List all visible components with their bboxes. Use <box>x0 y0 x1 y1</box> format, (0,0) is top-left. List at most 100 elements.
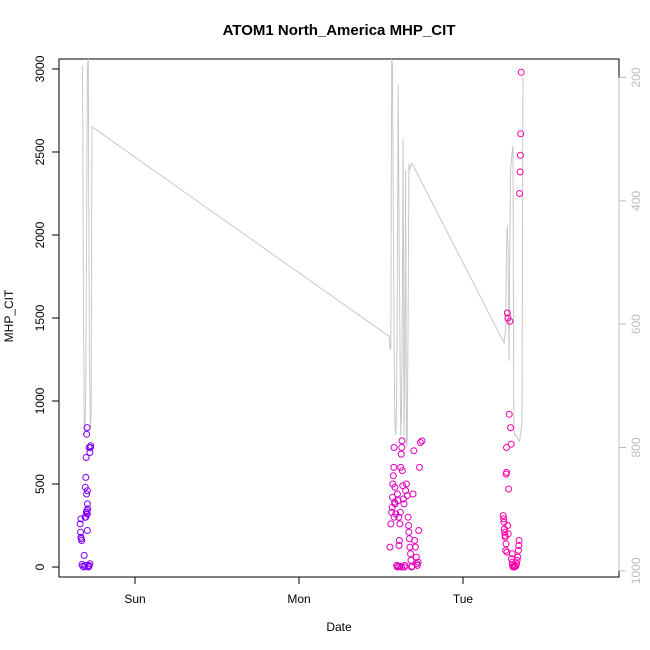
x-axis: Sun Mon Tue <box>124 576 473 606</box>
data-point <box>396 508 404 516</box>
data-point <box>80 551 88 559</box>
data-point <box>516 151 524 159</box>
data-point <box>503 444 510 451</box>
data-point <box>85 444 93 451</box>
data-point <box>390 444 398 451</box>
data-point <box>409 490 417 498</box>
data-point <box>516 168 524 176</box>
y-tick-label: 3000 <box>33 55 47 82</box>
data-point <box>395 513 403 521</box>
data-point <box>504 530 512 538</box>
data-point <box>397 463 405 471</box>
plot-box <box>58 58 620 578</box>
data-point <box>83 430 91 438</box>
data-point <box>507 424 515 432</box>
data-point <box>82 473 90 481</box>
y-axis: 0 500 1000 1500 2000 2500 3000 <box>33 55 60 570</box>
data-point <box>398 437 406 445</box>
y-tick-label: 2500 <box>33 138 47 165</box>
data-point <box>411 537 419 544</box>
data-point <box>501 528 509 536</box>
data-point <box>411 543 419 551</box>
data-point <box>398 444 406 451</box>
data-point <box>77 515 85 523</box>
data-point <box>517 68 525 76</box>
y2-tick-label: 1000 <box>629 557 643 584</box>
data-point <box>514 546 522 554</box>
data-point <box>82 454 90 461</box>
data-point <box>395 537 403 544</box>
data-point <box>397 450 405 458</box>
data-point <box>505 485 513 493</box>
secondary-line <box>82 59 524 448</box>
data-point <box>503 309 511 317</box>
data-point <box>413 561 421 569</box>
data-point <box>390 463 398 471</box>
data-point <box>394 497 402 505</box>
data-point <box>83 500 91 508</box>
data-point <box>77 528 85 536</box>
data-point <box>514 553 522 561</box>
data-point <box>404 513 412 521</box>
x-tick-label: Sun <box>124 592 145 606</box>
data-point <box>516 190 524 197</box>
data-point <box>416 463 423 471</box>
y-axis-label: MHP_CIT <box>2 289 16 342</box>
data-point <box>508 550 516 558</box>
data-point <box>405 528 413 536</box>
data-point <box>502 540 510 548</box>
data-point <box>517 130 525 138</box>
data-point <box>401 561 409 569</box>
data-point <box>82 508 90 516</box>
data-point <box>414 558 422 566</box>
y-tick-label: 1500 <box>33 304 47 331</box>
y-tick-label: 2000 <box>33 221 47 248</box>
data-point <box>506 317 514 325</box>
y-tick-label: 1000 <box>33 387 47 414</box>
data-point <box>86 449 94 456</box>
data-point <box>86 560 94 568</box>
data-point <box>83 527 91 534</box>
data-point <box>390 513 398 521</box>
data-point <box>81 483 89 491</box>
data-point <box>389 472 397 480</box>
data-point <box>81 561 89 569</box>
data-point <box>407 550 414 558</box>
data-point <box>515 537 523 544</box>
data-point <box>505 410 513 418</box>
data-point <box>402 480 410 488</box>
data-point <box>78 537 86 544</box>
data-point <box>507 440 515 448</box>
data-point <box>398 467 406 475</box>
data-point <box>82 513 90 521</box>
data-point <box>400 500 408 508</box>
points-layer <box>76 68 525 571</box>
data-point <box>500 515 508 523</box>
data-point <box>402 487 410 495</box>
data-point <box>415 527 423 534</box>
y2-tick-label: 200 <box>629 67 643 87</box>
chart-title: ATOM1 North_America MHP_CIT <box>223 22 456 39</box>
y-tick-label: 0 <box>33 563 47 570</box>
data-point <box>395 542 403 549</box>
x-axis-label: Date <box>326 620 352 634</box>
data-point <box>499 512 507 520</box>
data-point <box>515 542 523 549</box>
data-point <box>513 560 520 568</box>
data-point <box>396 520 404 528</box>
data-point <box>503 468 511 476</box>
data-point <box>76 520 84 528</box>
data-point <box>83 487 91 495</box>
secondary-line-layer <box>82 59 524 448</box>
data-point <box>87 442 95 450</box>
y-tick-label: 500 <box>33 474 47 494</box>
data-point <box>83 424 91 432</box>
data-point <box>502 546 510 554</box>
data-point <box>416 439 424 446</box>
data-point <box>396 562 404 570</box>
data-point <box>387 520 395 528</box>
data-point <box>386 543 394 551</box>
y2-tick-label: 400 <box>629 191 643 211</box>
x-tick-label: Mon <box>287 592 310 606</box>
